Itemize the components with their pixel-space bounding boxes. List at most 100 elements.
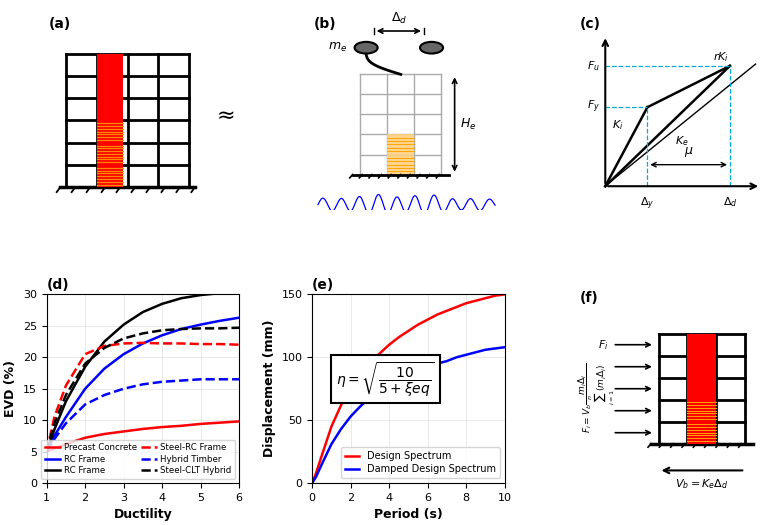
Design Spectrum (433, 311, 442, 318)
Text: (b): (b) (314, 17, 337, 31)
Steel-RC Frame (177, 340, 186, 346)
Precast Concrete (216, 419, 225, 426)
Bar (387, 154, 414, 174)
Design Spectrum (404, 328, 413, 334)
Text: $\eta = \sqrt{\dfrac{10}{5+\xi eq}}$: $\eta = \sqrt{\dfrac{10}{5+\xi eq}}$ (336, 360, 435, 398)
Damped Design Spectrum (500, 344, 510, 350)
X-axis label: Period (s): Period (s) (374, 508, 443, 521)
Damped Design Spectrum (471, 349, 481, 355)
Line: Damped Design Spectrum: Damped Design Spectrum (312, 347, 505, 483)
Precast Concrete (196, 421, 205, 427)
Text: $\mu$: $\mu$ (684, 145, 693, 159)
RC Frame (50, 433, 59, 439)
Damped Design Spectrum (423, 364, 433, 371)
Text: (c): (c) (580, 17, 601, 31)
Damped Design Spectrum (490, 345, 499, 352)
Y-axis label: EVD (%): EVD (%) (4, 360, 17, 417)
Damped Design Spectrum (366, 394, 375, 401)
Precast Concrete (157, 424, 166, 430)
Bar (688, 356, 717, 377)
Design Spectrum (384, 342, 394, 348)
Steel-RC Frame (196, 341, 205, 347)
Text: (d): (d) (47, 278, 69, 292)
Text: $rK_i$: $rK_i$ (713, 50, 729, 64)
Steel-RC Frame (100, 343, 109, 349)
Text: (e): (e) (312, 278, 335, 292)
Design Spectrum (442, 308, 451, 314)
Design Spectrum (346, 384, 356, 391)
Bar (387, 134, 414, 154)
Steel-CLT Hybrid (50, 420, 59, 426)
Ellipse shape (355, 42, 377, 54)
Design Spectrum (481, 295, 490, 301)
Precast Concrete (138, 426, 148, 432)
Text: $F_u$: $F_u$ (587, 59, 600, 73)
Bar (688, 334, 717, 356)
Steel-CLT Hybrid (177, 326, 186, 332)
Damped Design Spectrum (311, 474, 321, 480)
Text: $\approx$: $\approx$ (212, 106, 235, 125)
Design Spectrum (461, 300, 471, 307)
Steel-RC Frame (157, 340, 166, 346)
Damped Design Spectrum (375, 388, 384, 394)
RC Frame (119, 321, 128, 328)
RC Frame (157, 301, 166, 307)
Y-axis label: Displacement (mm): Displacement (mm) (263, 320, 276, 457)
Steel-CLT Hybrid (61, 392, 71, 398)
Steel-CLT Hybrid (100, 345, 109, 351)
Design Spectrum (311, 470, 321, 476)
Text: $V_b = K_e\Delta_d$: $V_b = K_e\Delta_d$ (675, 477, 729, 490)
Text: (f): (f) (580, 291, 598, 304)
Steel-CLT Hybrid (138, 330, 148, 337)
Text: $H_e$: $H_e$ (461, 117, 477, 132)
Design Spectrum (423, 317, 433, 323)
Design Spectrum (317, 452, 327, 458)
RC Frame (177, 326, 186, 332)
Steel-CLT Hybrid (157, 327, 166, 333)
Hybrid Timber (177, 377, 186, 384)
Design Spectrum (490, 292, 499, 299)
Text: $K_i$: $K_i$ (612, 118, 624, 132)
RC Frame (216, 290, 225, 296)
Design Spectrum (394, 334, 404, 340)
Damped Design Spectrum (452, 354, 461, 361)
Damped Design Spectrum (327, 441, 336, 447)
RC Frame (61, 398, 71, 404)
Bar (96, 76, 123, 98)
RC Frame (100, 365, 109, 372)
Design Spectrum (413, 321, 422, 328)
RC Frame (234, 289, 244, 296)
Precast Concrete (100, 431, 109, 437)
Damped Design Spectrum (404, 372, 413, 378)
Design Spectrum (327, 423, 336, 429)
X-axis label: Ductility: Ductility (114, 508, 172, 521)
Damped Design Spectrum (433, 361, 442, 367)
Steel-RC Frame (234, 342, 244, 348)
Steel-RC Frame (42, 448, 51, 455)
Steel-RC Frame (216, 341, 225, 347)
Bar (688, 422, 717, 444)
Line: Precast Concrete: Precast Concrete (47, 422, 239, 452)
Steel-CLT Hybrid (42, 448, 51, 455)
Text: $m_e$: $m_e$ (328, 41, 347, 54)
Text: $K_e$: $K_e$ (675, 134, 689, 148)
Damped Design Spectrum (307, 480, 317, 486)
RC Frame (42, 448, 51, 455)
RC Frame (216, 318, 225, 324)
Damped Design Spectrum (442, 358, 451, 364)
Line: RC Frame: RC Frame (47, 318, 239, 452)
Hybrid Timber (216, 376, 225, 382)
Precast Concrete (80, 435, 89, 441)
Damped Design Spectrum (461, 352, 471, 358)
Bar (96, 98, 123, 120)
Hybrid Timber (119, 385, 128, 392)
Steel-RC Frame (119, 340, 128, 346)
Design Spectrum (336, 402, 345, 408)
Hybrid Timber (100, 392, 109, 398)
RC Frame (80, 385, 89, 392)
Text: $F_y$: $F_y$ (587, 99, 600, 116)
RC Frame (80, 364, 89, 370)
RC Frame (61, 414, 71, 420)
Steel-CLT Hybrid (80, 361, 89, 367)
Design Spectrum (500, 291, 510, 298)
